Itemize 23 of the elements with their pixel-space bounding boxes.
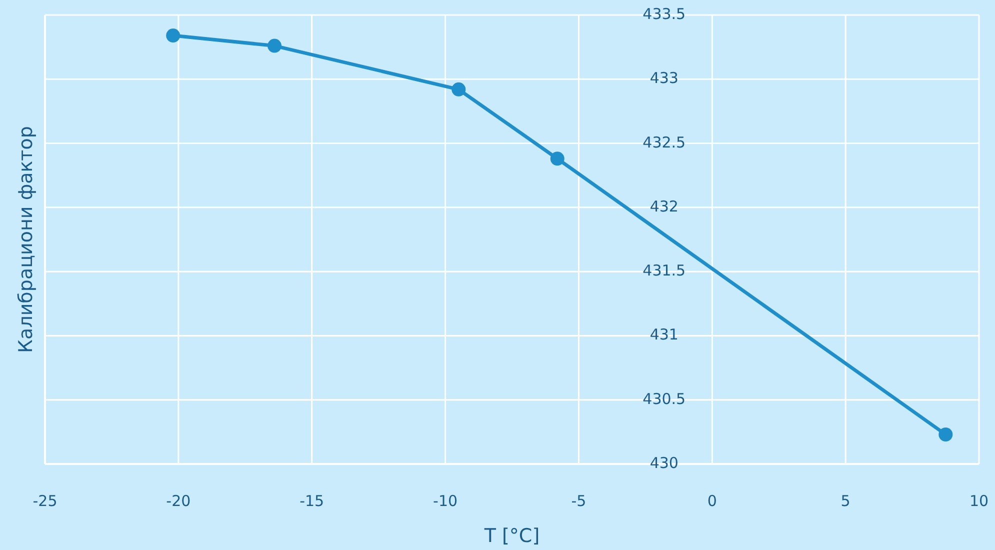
point: [166, 28, 180, 43]
x-tick-label: -5: [571, 492, 586, 510]
y-tick-label: 430: [650, 454, 678, 472]
point: [267, 38, 282, 53]
y-tick-label: 430.5: [642, 390, 686, 408]
x-tick-label: -10: [433, 492, 458, 510]
y-tick-label: 431.5: [642, 262, 686, 280]
x-tick-label: -20: [166, 492, 191, 510]
y-tick-label: 433.5: [642, 5, 686, 23]
point: [550, 152, 564, 166]
x-tick-label: 5: [840, 492, 850, 510]
y-tick-label: 432: [650, 197, 678, 216]
y-axis-title: Калибрациони фактор: [15, 126, 37, 353]
point: [938, 427, 953, 442]
x-tick-label: -25: [32, 492, 58, 510]
y-tick-label: 432.5: [642, 133, 686, 152]
y-tick-label: 433: [650, 69, 678, 88]
point: [452, 82, 466, 96]
x-tick-label: 0: [707, 492, 717, 510]
y-tick-label: 431: [650, 326, 678, 344]
x-axis-title: T [°C]: [483, 525, 540, 547]
x-tick-label: 10: [969, 492, 989, 510]
x-tick-label: -15: [300, 492, 324, 510]
